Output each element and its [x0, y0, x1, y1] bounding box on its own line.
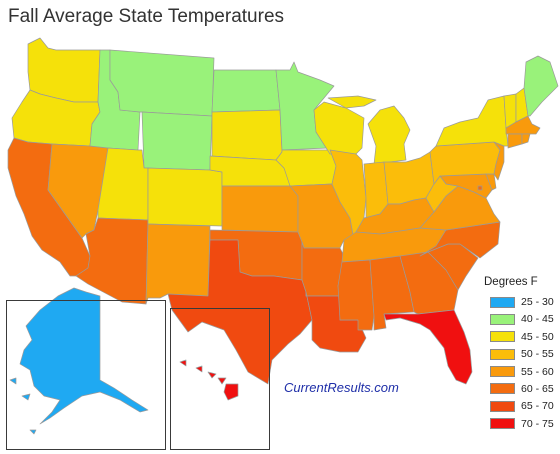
legend-label: 70 - 75 [521, 417, 554, 430]
state-mi[interactable] [327, 95, 411, 165]
legend-item: 60 - 65 [484, 381, 560, 397]
state-mn[interactable] [275, 61, 335, 151]
state-sd[interactable] [211, 109, 283, 161]
legend-item: 25 - 30 [484, 294, 560, 310]
state-nd[interactable] [211, 69, 281, 113]
state-mt[interactable] [109, 49, 215, 117]
legend-swatch [490, 383, 515, 395]
state-nj[interactable] [493, 141, 505, 181]
legend-label: 60 - 65 [521, 382, 554, 395]
state-me[interactable] [523, 55, 559, 117]
state-ny[interactable] [435, 95, 509, 147]
legend-label: 40 - 45 [521, 313, 554, 326]
legend-swatch [490, 348, 515, 360]
state-ri[interactable] [521, 133, 531, 145]
legend-swatch [490, 418, 515, 430]
state-dc[interactable] [477, 185, 483, 191]
legend-label: 55 - 60 [521, 365, 554, 378]
state-ar[interactable] [301, 241, 345, 297]
state-wa[interactable] [27, 37, 101, 103]
legend-swatch [490, 296, 515, 308]
alaska-inset-frame [6, 300, 166, 450]
state-tx[interactable] [167, 239, 313, 385]
state-fl[interactable] [383, 309, 473, 385]
source-credit: CurrentResults.com [284, 380, 399, 395]
legend-item: 40 - 45 [484, 311, 560, 327]
state-wi[interactable] [313, 101, 365, 155]
state-ks[interactable] [221, 185, 299, 233]
legend-item: 70 - 75 [484, 416, 560, 432]
hawaii-inset-frame [170, 308, 270, 450]
legend-label: 65 - 70 [521, 400, 554, 413]
state-ak[interactable] [9, 287, 149, 435]
state-nm[interactable] [145, 223, 211, 305]
state-nc[interactable] [419, 221, 501, 259]
state-co[interactable] [147, 167, 223, 227]
state-la[interactable] [305, 291, 367, 353]
legend-swatch [490, 400, 515, 412]
legend-swatch [490, 331, 515, 343]
map-title: Fall Average State Temperatures [8, 6, 285, 27]
state-wy[interactable] [141, 111, 213, 171]
state-hi[interactable] [179, 359, 239, 401]
legend-swatch [490, 366, 515, 378]
legend-item: 45 - 50 [484, 329, 560, 345]
source-credit-text: CurrentResults.com [284, 380, 399, 395]
legend-label: 50 - 55 [521, 348, 554, 361]
state-ms[interactable] [337, 259, 375, 331]
legend-swatch [490, 313, 515, 325]
legend-label: 45 - 50 [521, 330, 554, 343]
state-ct[interactable] [507, 133, 523, 149]
legend-title: Degrees F [484, 276, 538, 288]
color-legend: Degrees F 25 - 30 40 - 45 45 - 50 50 - 5… [484, 276, 560, 433]
legend-item: 50 - 55 [484, 346, 560, 362]
legend-item: 55 - 60 [484, 364, 560, 380]
legend-item: 65 - 70 [484, 398, 560, 414]
legend-label: 25 - 30 [521, 296, 554, 308]
